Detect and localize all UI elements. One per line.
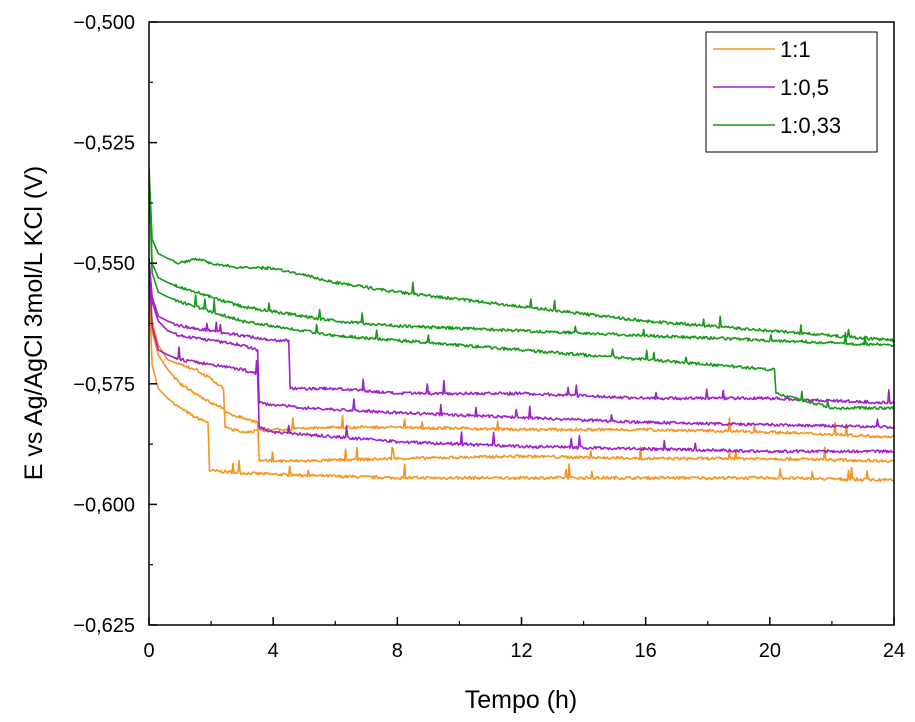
series-layer bbox=[149, 166, 894, 482]
x-tick-label: 20 bbox=[759, 640, 781, 662]
series-line-2 bbox=[149, 272, 894, 464]
series-line-8 bbox=[149, 171, 894, 348]
legend-label: 1:0,33 bbox=[780, 113, 841, 138]
series-line-9 bbox=[149, 171, 894, 411]
x-tick-label: 16 bbox=[635, 640, 657, 662]
legend-label: 1:1 bbox=[780, 37, 811, 62]
y-axis: −0,500 −0,525 −0,550 −0,575 −0,600 −0,625 bbox=[73, 12, 157, 637]
x-axis: 0 4 8 12 16 20 24 bbox=[143, 617, 905, 662]
x-tick-label: 0 bbox=[143, 640, 154, 662]
y-tick-label: −0,600 bbox=[73, 494, 135, 516]
y-tick-label: −0,575 bbox=[73, 374, 135, 396]
x-tick-label: 4 bbox=[268, 640, 279, 662]
x-tick-label: 12 bbox=[510, 640, 532, 662]
legend-label: 1:0,5 bbox=[780, 75, 829, 100]
series-line-5 bbox=[149, 258, 894, 405]
series-line-1 bbox=[149, 282, 894, 482]
y-axis-title: E vs Ag/AgCl 3mol/L KCl (V) bbox=[20, 166, 48, 480]
legend: 1:1 1:0,5 1:0,33 bbox=[705, 31, 878, 153]
x-tick-label: 24 bbox=[883, 640, 905, 662]
y-tick-label: −0,500 bbox=[73, 12, 135, 34]
y-tick-label: −0,625 bbox=[73, 615, 135, 637]
y-tick-label: −0,525 bbox=[73, 133, 135, 155]
x-tick-label: 8 bbox=[392, 640, 403, 662]
y-tick-label: −0,550 bbox=[73, 253, 135, 275]
x-axis-title: Tempo (h) bbox=[465, 686, 578, 714]
series-line-4 bbox=[149, 258, 894, 430]
series-line-6 bbox=[149, 258, 894, 454]
series-line-3 bbox=[149, 277, 894, 439]
series-line-7 bbox=[149, 166, 894, 343]
legend-box bbox=[705, 31, 878, 153]
